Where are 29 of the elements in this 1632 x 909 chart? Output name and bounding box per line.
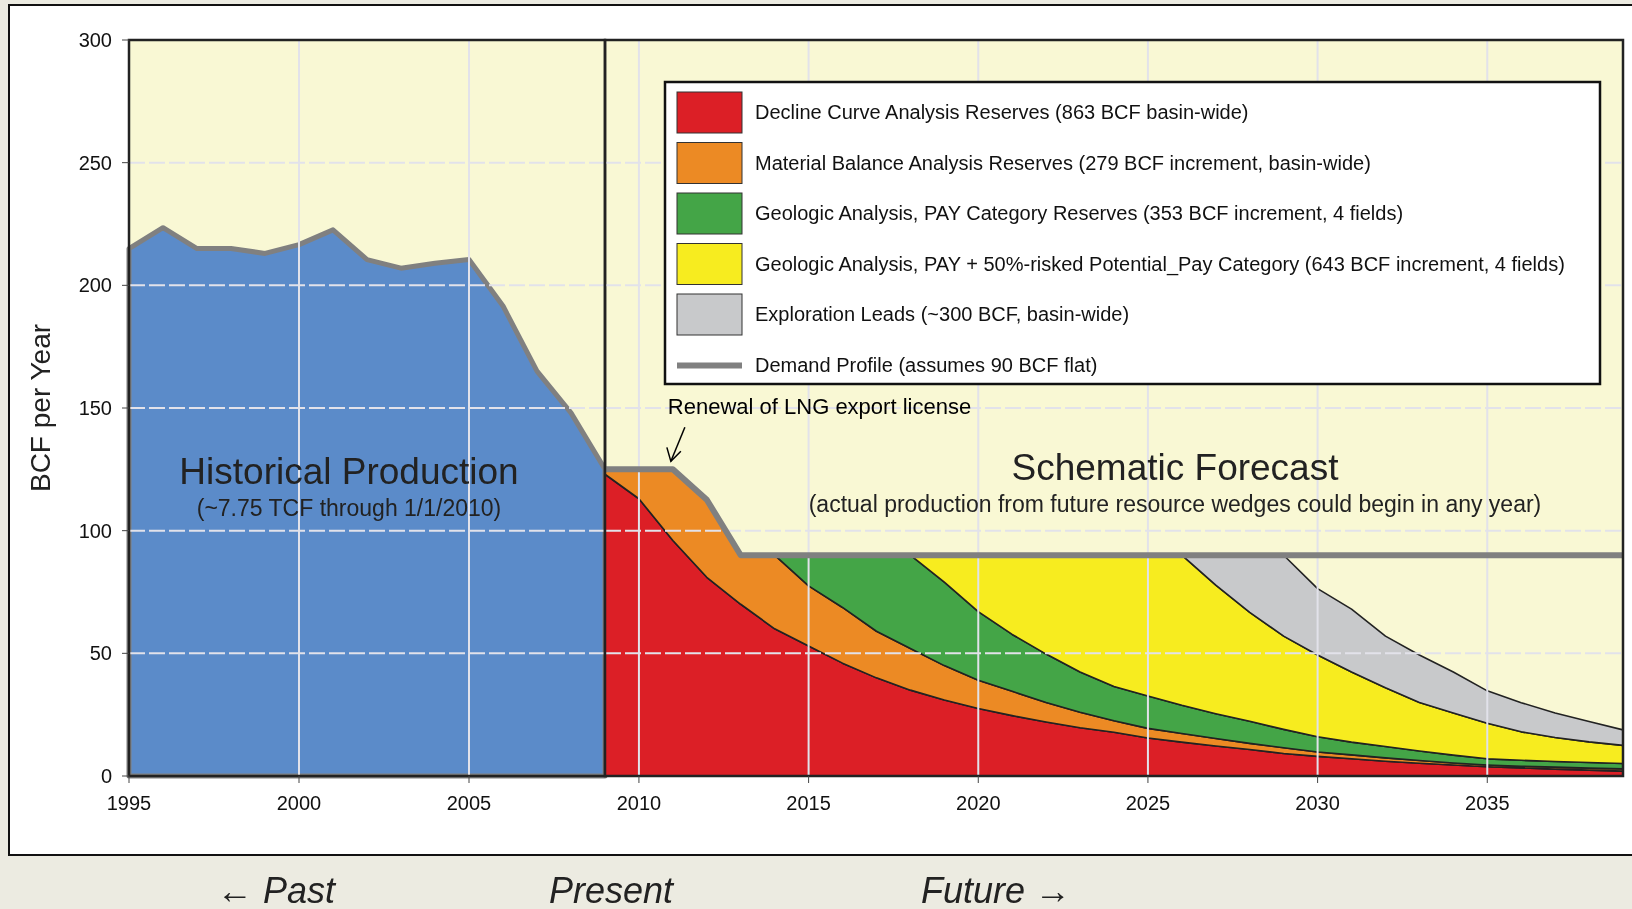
y-tick-label: 200 [78,274,112,297]
annotation: (actual production from future resource wedges could begin in any year) [808,491,1542,517]
y-tick-label: 150 [78,397,112,419]
x-tick-label: 2015 [786,792,831,814]
y-tick-label: 300 [78,29,112,51]
legend-label: Decline Curve Analysis Reserves (863 BCF basin-wide) [755,101,1249,123]
x-tick-label: 2030 [1295,792,1340,814]
annotation: Renewal of LNG export license [667,394,972,420]
x-tick-label: 2000 [276,792,322,814]
text: Present [548,870,676,909]
legend-label: Geologic Analysis, PAY Category Reserves (353 BCF increment, 4 fields) [755,202,1404,224]
text: Future → [920,870,1072,909]
x-tick-label: 1995 [106,792,152,814]
legend-label: Exploration Leads (~300 BCF, basin-wide) [755,303,1130,325]
annotation: Schematic Forecast [1011,447,1340,488]
y-tick-label: 100 [78,519,112,542]
y-tick-label: 250 [78,151,112,174]
x-tick-label: 2020 [956,792,1001,814]
y-axis-title: BCF per Year [25,323,56,493]
text: ← Past [216,870,338,909]
x-tick-label: 2035 [1465,792,1510,814]
x-tick-label: 2005 [446,792,492,814]
y-tick-label: 50 [89,642,112,665]
legend-label: Material Balance Analysis Reserves (279 BCF increment, basin-wide) [755,151,1371,174]
x-tick-label: 2010 [616,792,662,814]
y-tick-label: 0 [100,765,112,787]
x-tick-label: 2025 [1125,792,1171,814]
legend-label: Geologic Analysis, PAY + 50%-risked Potential_Pay Category (643 BCF increment, 4 fields) [755,252,1565,276]
legend-label: Demand Profile (assumes 90 BCF flat) [755,353,1098,376]
